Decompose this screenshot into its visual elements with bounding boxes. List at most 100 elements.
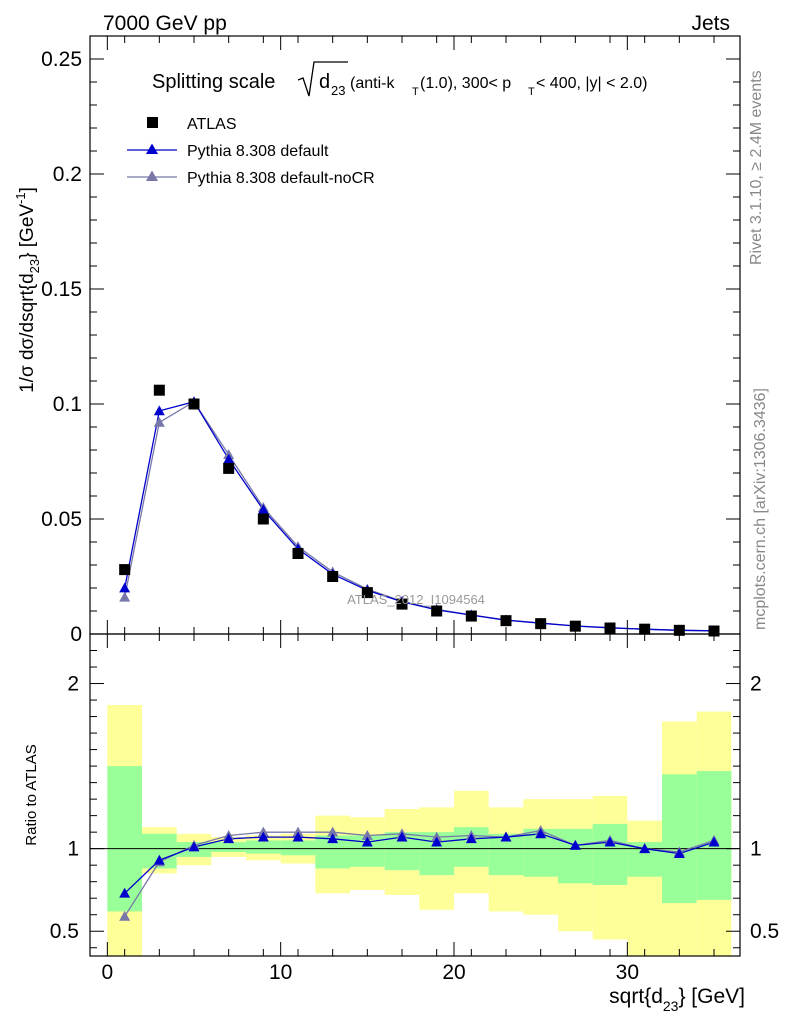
main-marker-nocr [153, 416, 165, 427]
band-green-bin [246, 840, 281, 854]
data-point-atlas [500, 615, 512, 627]
y-tick-label-main: 0.15 [41, 278, 82, 301]
header-jets-label: Jets [691, 12, 730, 35]
x-tick-label: 20 [442, 961, 465, 984]
x-tick-label: 0 [101, 961, 113, 984]
data-point-atlas [361, 587, 373, 599]
title-pt-sub: T [528, 86, 535, 98]
ratio-marker-default [396, 831, 408, 842]
ratio-marker-nocr [119, 910, 131, 921]
main-plot-panel: 0 0.05 0.1 0.15 0.2 0.25 [41, 35, 741, 646]
y-tick-label-ratio: 1 [67, 838, 79, 861]
title-mid: (anti-k [350, 75, 395, 92]
svg-text:< 400, |y| < 2.0): < 400, |y| < 2.0) [536, 75, 648, 92]
ratio-marker-default [188, 841, 200, 852]
data-point-atlas [257, 513, 269, 525]
title-d-sub: 23 [331, 83, 345, 98]
x-axis-label: sqrt{d23} [GeV] [609, 985, 745, 1014]
title-tail: < 400, |y| < 2.0) [536, 75, 648, 92]
y-tick-label-ratio: 2 [67, 673, 79, 696]
ratio-marker-nocr [292, 826, 304, 837]
ratio-marker-default [639, 843, 651, 854]
ratio-marker-default [708, 836, 720, 847]
title-mid2: (1.0), 300< p [420, 75, 511, 92]
main-marker-default [119, 582, 131, 593]
title-d: d [319, 71, 330, 93]
legend-marker-nocr [146, 170, 158, 181]
data-point-atlas [569, 620, 581, 632]
y-tick-label-main: 0.1 [53, 393, 82, 416]
y-tick-label-main: 0.25 [41, 48, 82, 71]
legend-marker-atlas [147, 117, 158, 128]
band-green-bin [280, 840, 316, 856]
main-line-default [124, 400, 715, 632]
rivet-label: Rivet 3.1.10, ≥ 2.4M events [748, 70, 765, 265]
sqrt-sign [297, 61, 348, 97]
legend-marker-default [146, 143, 158, 154]
y-tick-label-main: 0.05 [41, 508, 82, 531]
ratio-line-nocr [124, 829, 715, 917]
mcplots-label: mcplots.cern.ch [arXiv:1306.3436] [752, 388, 769, 630]
legend-label-atlas: ATLAS [187, 116, 237, 133]
y-tick-label-ratio-right: 2 [750, 673, 762, 696]
main-marker-default [153, 405, 165, 416]
main-marker-default [257, 504, 269, 515]
band-green-bin [592, 823, 628, 885]
band-green-bin [107, 766, 142, 912]
data-point-atlas [396, 598, 408, 610]
main-ylabel: 1/σ dσ/dsqrt{d23} [GeV-1] [13, 187, 42, 393]
band-green-bin [211, 842, 246, 852]
ratio-marker-default [119, 887, 131, 898]
header-energy-label: 7000 GeV pp [103, 12, 227, 35]
band-green-bin [662, 774, 697, 904]
svg-text:T: T [412, 86, 419, 98]
ratio-marker-default [153, 854, 165, 865]
ratio-marker-default [292, 831, 304, 842]
ratio-frame [89, 633, 741, 957]
ratio-marker-default [604, 836, 616, 847]
data-point-atlas [431, 605, 443, 617]
ratio-line-default [124, 833, 715, 894]
main-marker-nocr [119, 591, 131, 602]
y-tick-label-ratio: 0.5 [50, 920, 79, 943]
data-point-atlas [535, 618, 547, 630]
data-point-atlas [292, 548, 304, 559]
ratio-plot-panel: 0 10 20 30 0.5 0.5 1 1 2 2 [50, 36, 779, 984]
data-point-atlas [153, 384, 165, 396]
data-point-atlas [119, 564, 131, 576]
svg-text:(anti-k: (anti-k [350, 75, 395, 92]
ratio-marker-nocr [327, 826, 339, 837]
svg-text:Splitting scale: Splitting scale [152, 71, 275, 93]
plot-title: Splitting scale d 23 (anti-k T (1.0), 30… [152, 61, 648, 98]
y-tick-label-ratio-right: 1 [750, 838, 762, 861]
data-point-atlas [465, 610, 477, 622]
svg-text:d: d [319, 71, 330, 93]
ratio-marker-default [361, 836, 373, 847]
y-tick-label-main: 0.2 [53, 163, 82, 186]
analysis-watermark: ATLAS_2012_I1094564 [347, 592, 485, 607]
ratio-marker-default [569, 839, 581, 850]
legend-label-default: Pythia 8.308 default [187, 143, 329, 160]
ratio-marker-default [535, 828, 547, 839]
title-main: Splitting scale [152, 71, 275, 93]
data-point-atlas [188, 398, 200, 410]
x-tick-label: 10 [269, 961, 292, 984]
y-tick-label-main: 0 [70, 623, 82, 646]
main-marker-default [223, 453, 235, 464]
svg-text:(1.0), 300< p: (1.0), 300< p [420, 75, 511, 92]
ratio-marker-nocr [361, 829, 373, 840]
ratio-marker-nocr [257, 826, 269, 837]
band-green-bin [558, 828, 593, 884]
ratio-marker-default [223, 833, 235, 844]
svg-text:T: T [528, 86, 535, 98]
ratio-ylabel: Ratio to ATLAS [23, 744, 40, 845]
ratio-marker-nocr [431, 831, 443, 842]
x-tick-label: 30 [616, 961, 639, 984]
svg-text:sqrt{d23} [GeV]: sqrt{d23} [GeV] [609, 985, 745, 1014]
svg-text:1/σ dσ/dsqrt{d23} [GeV-1]: 1/σ dσ/dsqrt{d23} [GeV-1] [13, 187, 42, 393]
data-point-atlas [327, 571, 339, 582]
data-point-atlas [223, 462, 235, 474]
title-mid-sub: T [412, 86, 419, 98]
band-yellow-bin [627, 820, 662, 956]
